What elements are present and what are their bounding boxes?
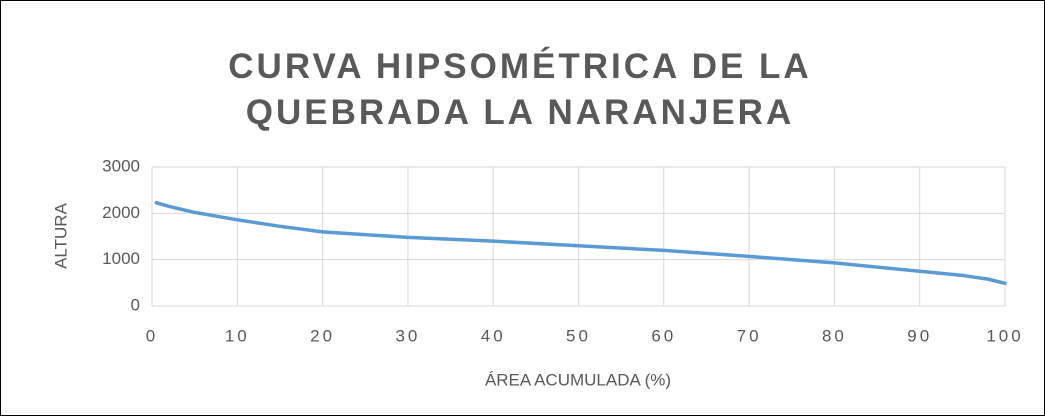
x-tick-label: 70 (737, 326, 762, 345)
x-tick-label: 40 (481, 326, 506, 345)
x-tick-label: 20 (310, 326, 335, 345)
data-line (154, 200, 1007, 286)
y-tick-label: 2000 (102, 203, 140, 222)
x-tick-label: 0 (146, 326, 158, 345)
x-axis-label: ÁREA ACUMULADA (%) (485, 370, 671, 389)
x-tick-label: 90 (907, 326, 932, 345)
x-tick-label: 100 (986, 326, 1023, 345)
x-tick-label: 10 (225, 326, 250, 345)
y-tick-label: 0 (131, 295, 140, 314)
y-tick-label: 1000 (102, 249, 140, 268)
x-tick-label: 30 (395, 326, 420, 345)
x-tick-label: 50 (566, 326, 591, 345)
chart-title: CURVA HIPSOMÉTRICA DE LA QUEBRADA LA NAR… (228, 47, 812, 132)
y-tick-label: 3000 (102, 156, 140, 175)
x-tick-label: 60 (651, 326, 676, 345)
y-axis-label: ALTURA (51, 202, 70, 268)
x-tick-label: 80 (822, 326, 847, 345)
